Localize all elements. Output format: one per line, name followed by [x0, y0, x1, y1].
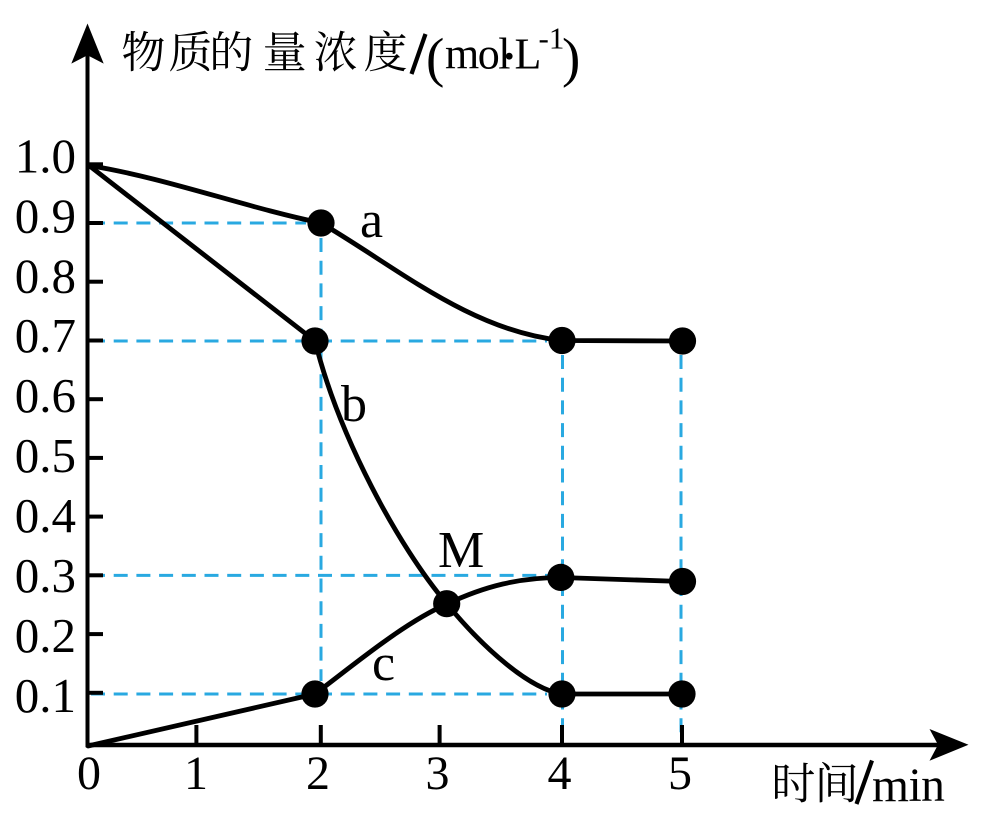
svg-text:b: b: [341, 376, 367, 433]
svg-text:0.1: 0.1: [15, 668, 76, 723]
svg-text:3: 3: [426, 747, 450, 800]
svg-text:0.2: 0.2: [15, 608, 76, 663]
svg-text:c: c: [372, 635, 395, 692]
svg-text:5: 5: [668, 747, 692, 800]
svg-text:4: 4: [548, 747, 572, 800]
svg-text:2: 2: [306, 747, 330, 800]
svg-text:0.8: 0.8: [15, 248, 76, 303]
svg-text:0.9: 0.9: [15, 188, 76, 243]
svg-text:0.5: 0.5: [15, 428, 76, 483]
svg-text:0: 0: [77, 747, 101, 800]
svg-text:mol: mol: [445, 30, 510, 79]
svg-text:M: M: [438, 522, 484, 579]
svg-text:0.7: 0.7: [15, 308, 76, 363]
svg-text:a: a: [360, 192, 383, 249]
svg-text:1: 1: [184, 747, 208, 800]
svg-text:0.3: 0.3: [15, 548, 76, 603]
svg-text:-1: -1: [539, 21, 565, 56]
svg-text:L: L: [515, 30, 542, 79]
svg-text:(: (: [426, 27, 444, 88]
svg-text:0.4: 0.4: [15, 488, 76, 543]
svg-text:1.0: 1.0: [15, 128, 76, 183]
svg-text:min: min: [872, 760, 945, 812]
svg-text:0.6: 0.6: [15, 368, 76, 423]
svg-text:): ): [562, 27, 580, 88]
